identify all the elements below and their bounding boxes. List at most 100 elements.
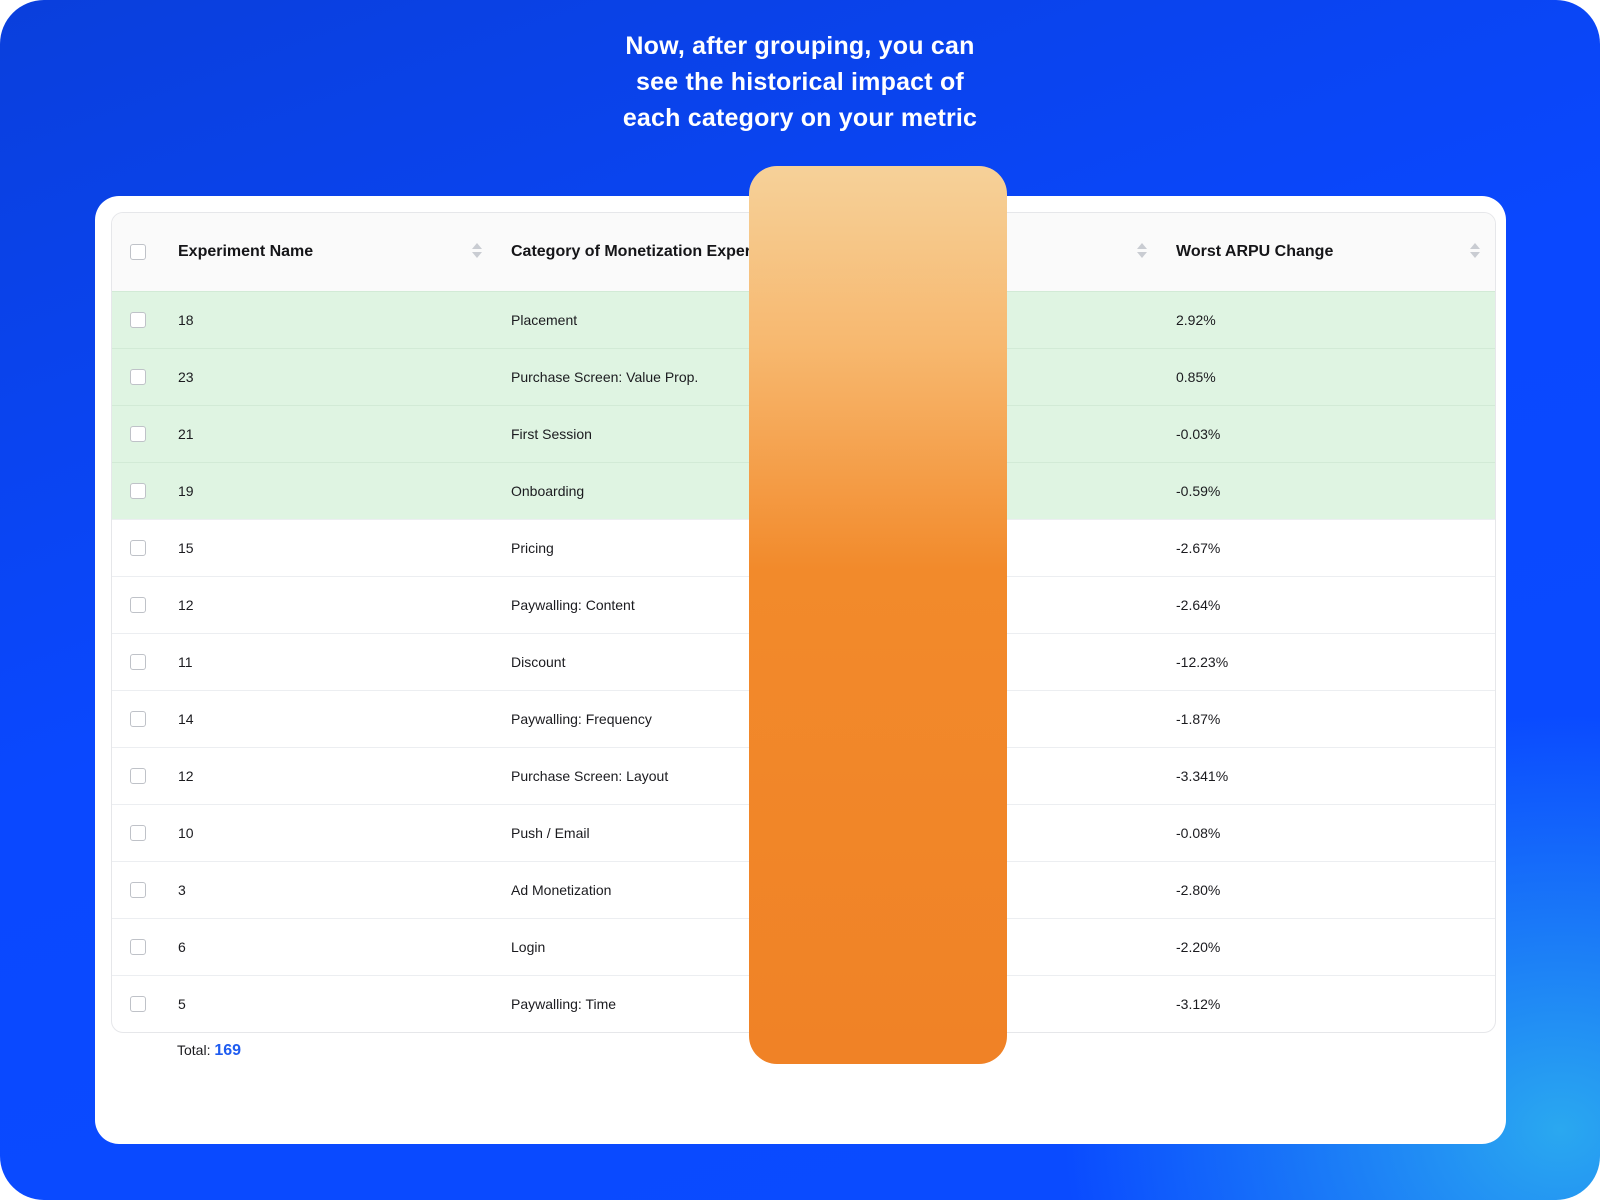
category-cell: Placement [511,312,578,328]
row-checkbox[interactable] [130,825,146,841]
category-cell: Paywalling: Frequency [511,711,652,727]
table-row[interactable]: 19 Onboarding 8.25% -0.59% [112,462,1495,519]
worst-arpu-change-cell: -2.67% [1176,540,1221,556]
experiments-table: Experiment Name Category of Monetization… [111,212,1496,1033]
row-select-cell [130,919,150,975]
best-arpu-change-cell: -3.33% [844,996,889,1012]
table-row[interactable]: 12 Paywalling: Content 4.60% -2.64% [112,576,1495,633]
row-checkbox[interactable] [130,312,146,328]
row-select-cell [130,406,150,462]
worst-arpu-change-cell: -3.12% [1176,996,1221,1012]
column-header-best-arpu-change[interactable]: Best ARPU Change [844,243,991,260]
category-cell: Purchase Screen: Value Prop. [511,369,699,385]
column-header-worst-arpu-change[interactable]: Worst ARPU Change [1176,243,1334,260]
row-select-cell [130,862,150,918]
row-select-cell [130,691,150,747]
experiment-count-cell: 10 [178,825,194,841]
row-checkbox[interactable] [130,768,146,784]
worst-arpu-change-cell: -3.341% [1176,768,1229,784]
experiment-count-cell: 6 [178,939,186,955]
best-arpu-change-cell: 2.36% [844,711,884,727]
sort-icon-worst-arpu-change[interactable] [1470,243,1480,263]
experiment-count-cell: 23 [178,369,194,385]
row-checkbox[interactable] [130,483,146,499]
sort-icon-category[interactable] [805,243,815,263]
row-checkbox[interactable] [130,882,146,898]
table-row[interactable]: 14 Paywalling: Frequency 2.36% -1.87% [112,690,1495,747]
row-checkbox[interactable] [130,426,146,442]
row-select-cell [130,976,150,1032]
category-cell: Purchase Screen: Layout [511,768,669,784]
best-arpu-change-cell: 0.83% [844,825,884,841]
row-select-cell [130,634,150,690]
worst-arpu-change-cell: 0.85% [1176,369,1216,385]
worst-arpu-change-cell: -2.20% [1176,939,1221,955]
category-cell: Paywalling: Time [511,996,617,1012]
row-checkbox[interactable] [130,654,146,670]
row-select-cell [130,292,150,348]
experiment-count-cell: 18 [178,312,194,328]
headline-line-1: Now, after grouping, you can [625,32,975,60]
category-cell: First Session [511,426,592,442]
table-row[interactable]: 12 Purchase Screen: Layout 2.20% -3.341% [112,747,1495,804]
category-cell: Ad Monetization [511,882,612,898]
table-row[interactable]: 18 Placement 12.08% 2.92% [112,291,1495,348]
category-cell: Onboarding [511,483,585,499]
total-label: Total: [177,1042,211,1058]
table-row[interactable]: 10 Push / Email 0.83% -0.08% [112,804,1495,861]
row-select-cell [130,349,150,405]
category-cell: Pricing [511,540,554,556]
table-row[interactable]: 5 Paywalling: Time -3.33% -3.12% [112,975,1495,1032]
table-row[interactable]: 11 Discount 2.63% -12.23% [112,633,1495,690]
row-checkbox[interactable] [130,369,146,385]
row-checkbox[interactable] [130,597,146,613]
category-cell: Login [511,939,546,955]
table-row[interactable]: 3 Ad Monetization 0.39% -2.80% [112,861,1495,918]
column-header-experiment-name[interactable]: Experiment Name [178,243,314,260]
column-header-category[interactable]: Category of Monetization Experiment [511,243,794,260]
table-header: Experiment Name Category of Monetization… [112,213,1495,291]
total-value: 169 [214,1042,242,1059]
row-checkbox[interactable] [130,540,146,556]
row-select-cell [130,520,150,576]
table-row[interactable]: 21 First Session 9.93% -0.03% [112,405,1495,462]
table-body: 18 Placement 12.08% 2.92% 23 Purchase Screen:… [112,291,1495,1032]
experiment-count-cell: 14 [178,711,194,727]
worst-arpu-change-cell: 2.92% [1176,312,1216,328]
experiment-count-cell: 19 [178,483,194,499]
worst-arpu-change-cell: -0.03% [1176,426,1221,442]
row-checkbox[interactable] [130,939,146,955]
category-cell: Push / Email [511,825,590,841]
experiment-count-cell: 15 [178,540,194,556]
best-arpu-change-cell: 8.25% [844,483,884,499]
total-summary: Total: 169 [177,1042,241,1060]
table-row[interactable]: 6 Login -1.70% -2.20% [112,918,1495,975]
experiment-count-cell: 5 [178,996,186,1012]
best-arpu-change-cell: -1.70% [844,939,889,955]
worst-arpu-change-cell: -2.80% [1176,882,1221,898]
worst-arpu-change-cell: -1.87% [1176,711,1221,727]
sort-icon-experiment-name[interactable] [472,243,482,263]
best-arpu-change-cell: 9.93% [844,426,884,442]
table-row[interactable]: 23 Purchase Screen: Value Prop. 11.55% 0.85… [112,348,1495,405]
best-arpu-change-cell: 11.55% [844,369,891,385]
row-checkbox[interactable] [130,996,146,1012]
row-checkbox[interactable] [130,711,146,727]
best-arpu-change-cell: 12.08% [844,312,892,328]
experiment-count-cell: 3 [178,882,186,898]
select-all-checkbox[interactable] [130,244,146,260]
best-arpu-change-cell: 2.63% [844,654,884,670]
best-arpu-change-cell: 4.60% [844,597,884,613]
worst-arpu-change-cell: -12.23% [1176,654,1229,670]
row-select-cell [130,748,150,804]
table-card: Experiment Name Category of Monetization… [95,196,1506,1144]
table-row[interactable]: 15 Pricing 6.12% -2.67% [112,519,1495,576]
row-select-cell [130,805,150,861]
sort-icon-best-arpu-change[interactable] [1137,243,1147,263]
best-arpu-change-cell: 6.12% [844,540,884,556]
row-select-cell [130,463,150,519]
worst-arpu-change-cell: -0.59% [1176,483,1221,499]
headline-line-3: each category on your metric [622,104,978,132]
headline-line-2: see the historical impact of [636,68,964,96]
best-arpu-change-cell: 2.20% [844,768,884,784]
